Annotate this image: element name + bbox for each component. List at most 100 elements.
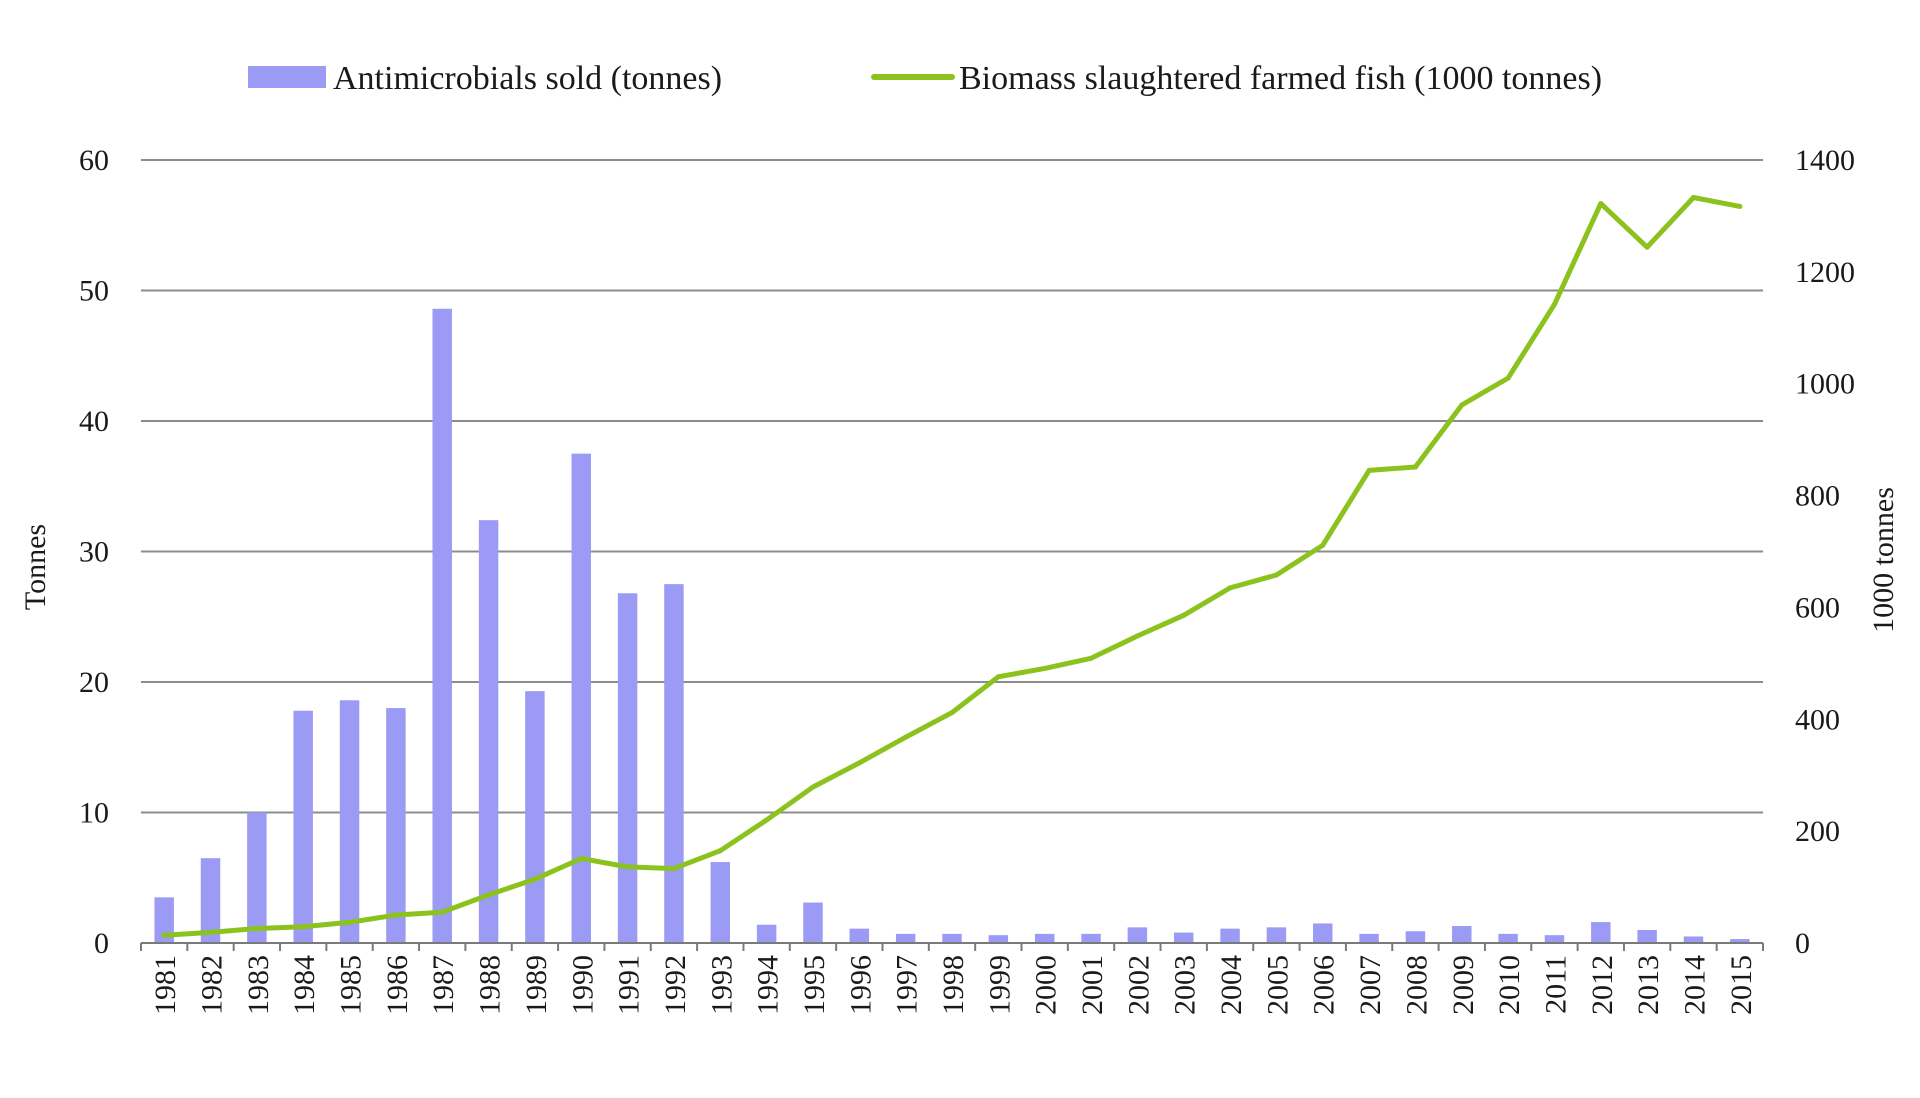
x-tick-1981: 1981 (149, 955, 182, 1015)
biomass-point-2009 (1459, 402, 1465, 408)
x-tick-1997: 1997 (891, 955, 924, 1015)
bar-1992 (664, 584, 684, 943)
x-tick-1995: 1995 (798, 955, 831, 1015)
biomass-point-2012 (1598, 201, 1604, 207)
bar-2015 (1730, 939, 1750, 943)
bar-1988 (478, 520, 499, 943)
bar-1993 (710, 862, 731, 943)
biomass-point-2004 (1227, 585, 1233, 591)
biomass-point-1990 (578, 856, 584, 862)
x-tick-2001: 2001 (1076, 955, 1109, 1015)
x-tick-1993: 1993 (705, 955, 738, 1015)
biomass-point-1998 (949, 710, 955, 716)
x-tick-2002: 2002 (1122, 955, 1155, 1015)
y-right-tick-1000: 1000 (1795, 368, 1855, 401)
biomass-point-1986 (393, 912, 399, 918)
biomass-point-2011 (1551, 301, 1557, 307)
x-tick-labels: 1981 1982 1983 1984 1985 1986 1987 1988 1989 1990… (149, 955, 1758, 1015)
x-tick-2008: 2008 (1400, 955, 1433, 1015)
biomass-point-1987 (439, 909, 445, 915)
biomass-point-1989 (532, 876, 538, 882)
biomass-point-1993 (717, 848, 723, 854)
bar-1984 (293, 710, 313, 943)
biomass-point-2002 (1134, 633, 1140, 639)
biomass-point-2010 (1505, 375, 1511, 381)
bar-1997 (895, 933, 916, 943)
bar-2011 (1544, 935, 1565, 943)
legend: Antimicrobials sold (tonnes) Biomass sla… (248, 60, 1602, 97)
bar-2008 (1405, 931, 1426, 943)
y-axis-left-title: Tonnes (19, 524, 52, 610)
x-tick-2003: 2003 (1169, 955, 1202, 1015)
y-right-tick-800: 800 (1795, 480, 1840, 513)
y-left-tick-20: 20 (79, 666, 109, 699)
x-tick-1984: 1984 (288, 955, 321, 1015)
x-tick-1987: 1987 (427, 955, 460, 1015)
bar-1987 (432, 308, 452, 943)
x-tick-2009: 2009 (1447, 955, 1480, 1015)
bar-2006 (1313, 923, 1333, 943)
bar-2007 (1359, 933, 1379, 943)
bar-1982 (200, 858, 221, 943)
bar-2013 (1637, 929, 1657, 943)
biomass-point-1994 (764, 817, 770, 823)
biomass-point-1999 (995, 674, 1001, 680)
biomass-point-2008 (1412, 464, 1418, 470)
biomass-point-1995 (810, 784, 816, 790)
bar-2012 (1591, 922, 1611, 943)
y-left-tick-30: 30 (79, 536, 109, 569)
y-left-tick-60: 60 (79, 144, 109, 177)
x-tick-2000: 2000 (1030, 955, 1063, 1015)
bar-2003 (1173, 932, 1194, 943)
bar-1990 (571, 453, 591, 943)
bar-1998 (942, 933, 962, 943)
legend-label-antimicrobials: Antimicrobials sold (tonnes) (333, 60, 722, 97)
x-tick-1988: 1988 (474, 955, 507, 1015)
bar-1986 (386, 708, 406, 943)
x-tick-1998: 1998 (937, 955, 970, 1015)
biomass-point-2007 (1366, 467, 1372, 473)
bar-series-antimicrobials (154, 308, 1750, 943)
biomass-point-2015 (1737, 203, 1743, 209)
y-right-tick-400: 400 (1795, 703, 1840, 736)
bar-2009 (1452, 926, 1472, 943)
biomass-point-2001 (1088, 655, 1094, 661)
biomass-point-1997 (903, 734, 909, 740)
x-tick-1986: 1986 (381, 955, 414, 1015)
bar-2010 (1498, 933, 1518, 943)
bar-1989 (525, 691, 545, 943)
biomass-point-1981 (161, 932, 167, 938)
bar-1994 (756, 924, 777, 943)
biomass-point-2013 (1644, 244, 1650, 250)
x-tick-1990: 1990 (566, 955, 599, 1015)
bar-1981 (154, 897, 174, 943)
biomass-point-1988 (486, 892, 492, 898)
bar-2000 (1034, 933, 1055, 943)
biomass-point-2005 (1273, 572, 1279, 578)
y-right-tick-200: 200 (1795, 815, 1840, 848)
x-tick-2010: 2010 (1493, 955, 1526, 1015)
y-left-tick-40: 40 (79, 405, 109, 438)
bar-2014 (1683, 936, 1704, 943)
bar-1991 (617, 593, 638, 943)
x-tick-2004: 2004 (1215, 955, 1248, 1015)
x-tick-2013: 2013 (1632, 955, 1665, 1015)
x-tick-1999: 1999 (983, 955, 1016, 1015)
bar-2001 (1081, 933, 1101, 943)
bar-1999 (988, 935, 1009, 943)
x-tick-1992: 1992 (659, 955, 692, 1015)
biomass-point-2006 (1320, 542, 1326, 548)
bar-2005 (1266, 927, 1287, 943)
bar-1983 (247, 812, 267, 943)
gridlines (141, 159, 1763, 814)
x-tick-1991: 1991 (613, 955, 646, 1015)
x-tick-2007: 2007 (1354, 955, 1387, 1015)
x-tick-2011: 2011 (1539, 955, 1572, 1014)
biomass-point-2003 (1181, 612, 1187, 618)
x-tick-2005: 2005 (1261, 955, 1294, 1015)
y-left-tick-10: 10 (79, 797, 109, 830)
x-tick-1982: 1982 (196, 955, 229, 1015)
bar-1996 (849, 928, 870, 943)
biomass-point-1985 (347, 919, 353, 925)
x-tick-1994: 1994 (752, 955, 785, 1015)
